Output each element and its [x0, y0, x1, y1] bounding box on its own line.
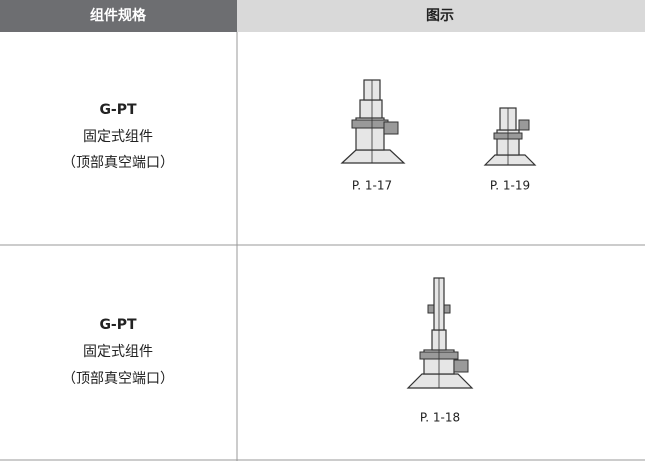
spec-port: （顶部真空端口） — [62, 371, 174, 387]
pad-drawing — [406, 277, 474, 389]
spec-desc: 固定式组件 — [83, 129, 153, 145]
pad-drawing — [483, 107, 537, 166]
spec-name: G-PT — [99, 102, 137, 118]
spec-name: G-PT — [99, 317, 137, 333]
header-figure: 图示 — [426, 8, 454, 24]
header-left — [0, 0, 237, 32]
header-right — [237, 0, 645, 32]
header-spec: 组件规格 — [90, 7, 147, 24]
figure-caption: P. 1-19 — [490, 179, 530, 193]
figure-caption: P. 1-17 — [352, 179, 392, 193]
spec-desc: 固定式组件 — [83, 344, 153, 360]
pad-drawing — [340, 79, 406, 164]
spec-port: （顶部真空端口） — [62, 155, 174, 171]
figure-caption: P. 1-18 — [420, 411, 460, 425]
